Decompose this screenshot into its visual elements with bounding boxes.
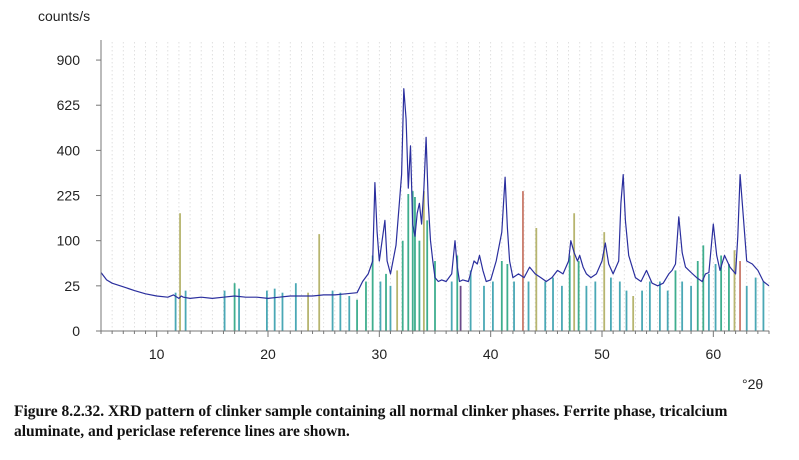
y-axis-title: counts/s: [38, 8, 91, 24]
grid-lines: [100, 42, 770, 331]
x-tick-label: 30: [372, 346, 388, 362]
series-layer: [100, 88, 770, 299]
xrd-pattern-line: [100, 88, 770, 299]
y-tick-label: 100: [57, 233, 81, 249]
x-tick-label: 40: [483, 346, 499, 362]
y-tick-label: 900: [57, 52, 81, 68]
y-tick-label: 400: [57, 142, 81, 158]
x-tick-label: 50: [594, 346, 610, 362]
x-axis-title: °2θ: [742, 376, 764, 392]
y-tick-label: 25: [64, 278, 80, 294]
y-tick-label: 225: [57, 188, 81, 204]
x-tick-label: 60: [706, 346, 722, 362]
y-tick-label: 0: [72, 323, 80, 339]
y-tick-labels: 0 25 100 225 400 625 900: [57, 52, 81, 339]
y-tick-label: 625: [57, 97, 81, 113]
x-tick-label: 20: [260, 346, 276, 362]
figure-caption: Figure 8.2.32. XRD pattern of clinker sa…: [14, 403, 728, 440]
xrd-chart: 0 25 100 225 400 625 900 10 20 30 40 50 60: [57, 40, 770, 362]
x-tick-labels: 10 20 30 40 50 60: [149, 346, 721, 362]
axes: [96, 40, 770, 337]
x-tick-label: 10: [149, 346, 165, 362]
